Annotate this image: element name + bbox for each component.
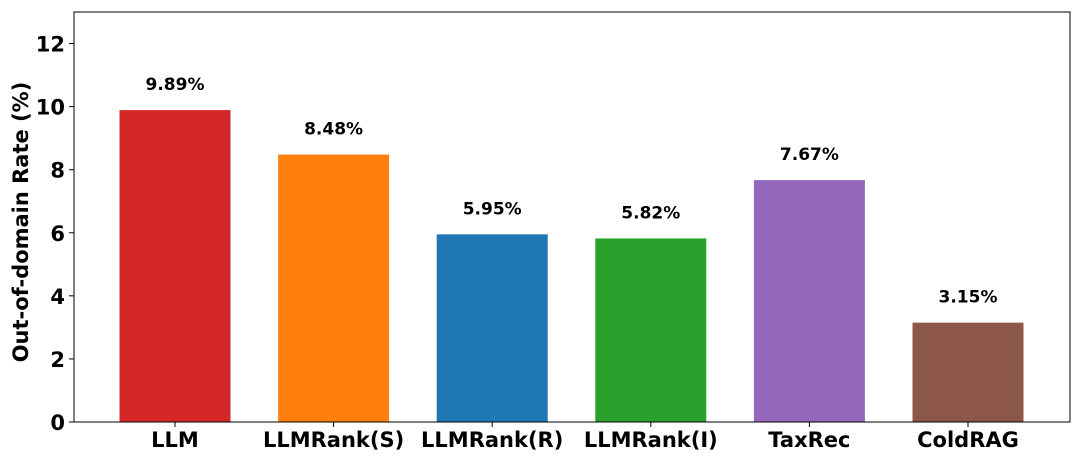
x-tick-label-llmrank-i: LLMRank(I) [584,428,718,452]
bars-layer [119,110,1024,423]
value-label-llmrank-i: 5.82% [621,203,680,223]
bar-coldrag [912,322,1024,422]
value-label-llmrank-r: 5.95% [463,199,522,219]
axes-layer [73,11,1071,423]
y-ticks-layer: 0 2 4 6 8 10 12 [36,33,74,435]
value-label-coldrag: 3.15% [939,288,998,308]
x-tick-label-llmrank-s: LLMRank(S) [263,428,404,452]
value-label-llmrank-s: 8.48% [304,120,363,140]
x-tick-label-llm: LLM [151,428,199,452]
y-tick-label-2: 2 [50,348,65,372]
y-tick-label-6: 6 [50,222,65,246]
x-tick-label-coldrag: ColdRAG [917,428,1019,452]
y-tick-label-0: 0 [50,411,65,435]
y-tick-label-10: 10 [36,96,65,120]
x-tick-label-taxrec: TaxRec [768,428,850,452]
bar-llmrank-s [278,154,390,423]
plot-frame [73,11,1071,423]
y-tick-label-12: 12 [36,33,65,57]
value-label-llm: 9.89% [146,75,205,95]
y-tick-label-4: 4 [50,285,65,309]
bar-llmrank-i [595,238,707,422]
bar-llmrank-r [436,234,548,422]
y-tick-label-8: 8 [50,159,65,183]
x-tick-label-llmrank-r: LLMRank(R) [421,428,563,452]
bar-taxrec [753,180,865,422]
x-ticks-layer: LLM LLMRank(S) LLMRank(R) LLMRank(I) TaxRec C… [151,422,1019,452]
value-labels-layer: 9.89% 8.48% 5.95% 5.82% 7.67% 3.15% [146,75,998,308]
y-axis-title: Out-of-domain Rate (%) [9,82,33,363]
bar-llm [119,110,231,422]
value-label-taxrec: 7.67% [780,145,839,165]
